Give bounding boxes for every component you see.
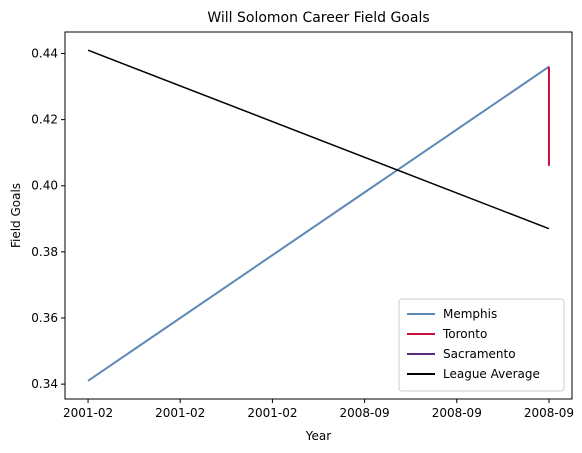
x-tick-label: 2008-09 — [432, 406, 482, 420]
series-line-memphis — [87, 65, 550, 382]
y-tick-label: 0.44 — [31, 46, 58, 60]
plot-frame — [64, 31, 573, 400]
plot-area — [87, 49, 550, 382]
series-line-league-average — [87, 49, 550, 230]
chart-title: Will Solomon Career Field Goals — [207, 10, 429, 26]
x-tick-label: 2008-09 — [340, 406, 390, 420]
y-axis: 0.34 0.36 0.38 0.40 0.42 0.44 — [31, 46, 65, 391]
x-tick-label: 2001-02 — [247, 406, 297, 420]
x-axis-title: Year — [305, 429, 331, 443]
y-tick-label: 0.36 — [31, 311, 58, 325]
x-tick-label: 2008-09 — [524, 406, 574, 420]
legend-label: Sacramento — [443, 347, 516, 361]
legend: Memphis Toronto Sacramento League Average — [398, 298, 565, 392]
legend-box — [398, 298, 565, 392]
legend-label: League Average — [443, 367, 540, 381]
y-tick-label: 0.40 — [31, 179, 58, 193]
legend-label: Toronto — [442, 327, 487, 341]
y-tick-label: 0.34 — [31, 377, 58, 391]
x-tick-label: 2001-02 — [63, 406, 113, 420]
y-axis-title: Field Goals — [9, 183, 23, 248]
x-tick-label: 2001-02 — [155, 406, 205, 420]
y-tick-label: 0.42 — [31, 113, 58, 127]
x-axis: 2001-02 2001-02 2001-02 2008-09 2008-09 2008-… — [63, 399, 574, 420]
y-tick-label: 0.38 — [31, 245, 58, 259]
legend-label: Memphis — [443, 307, 497, 321]
